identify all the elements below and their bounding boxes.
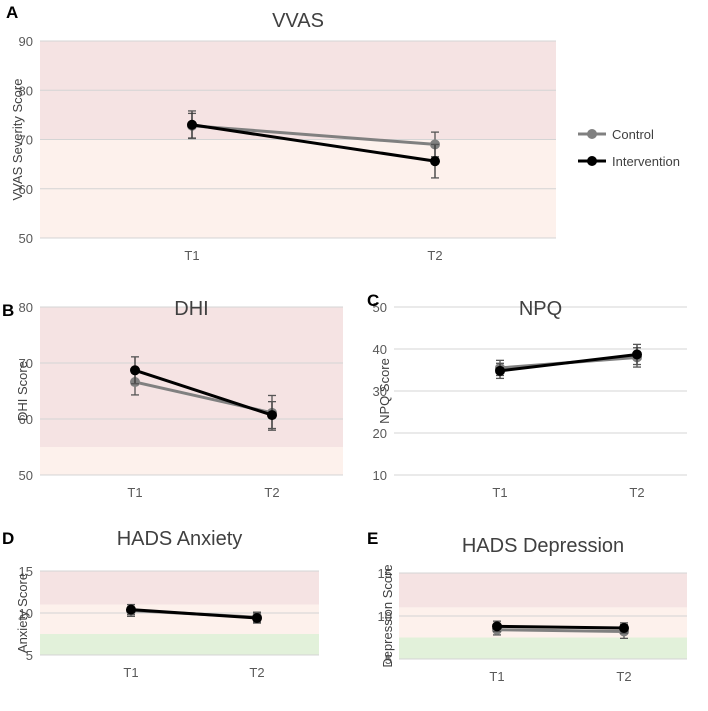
series-line-intervention — [496, 624, 625, 630]
panel-letter: E — [367, 529, 378, 548]
legend: Control Intervention — [578, 127, 680, 169]
legend-label-intervention: Intervention — [612, 154, 680, 169]
x-tick-label: T2 — [249, 665, 264, 680]
y-axis-label: VVAS Severity Score — [10, 79, 25, 201]
y-tick-label: 90 — [19, 34, 33, 49]
y-tick-label: 50 — [19, 231, 33, 246]
x-tick-label: T1 — [127, 485, 142, 500]
data-point-intervention — [130, 365, 140, 376]
chart-panel-d: 5 10 15 T1 T2 HADS Anxiety Anxiety Score D — [2, 528, 319, 680]
series-line-control — [496, 628, 625, 633]
data-point-intervention — [492, 621, 502, 632]
series-line-control — [191, 124, 436, 146]
chart-panel-c: 10 20 30 40 50 T1 T2 NPQ NPQ Score C — [367, 291, 687, 500]
y-tick-label: 10 — [19, 606, 33, 621]
legend-label-control: Control — [612, 127, 654, 142]
data-point-intervention — [632, 349, 642, 360]
y-tick-label: 15 — [19, 564, 33, 579]
panel-letter: B — [2, 301, 14, 320]
chart-title: NPQ — [519, 298, 562, 320]
data-point-intervention — [252, 613, 262, 624]
zone-band-mid — [399, 607, 687, 638]
zone-band-high — [399, 573, 687, 608]
chart-panel-e: 5 10 15 T1 T2 HADS Depression Depression Score… — [367, 529, 687, 684]
data-point-intervention — [187, 119, 197, 130]
y-tick-label: 70 — [19, 133, 33, 148]
y-axis-label: Anxiety Score — [15, 573, 30, 653]
y-tick-label: 50 — [373, 300, 387, 315]
panel-letter: D — [2, 529, 14, 548]
x-tick-label: T2 — [264, 485, 279, 500]
x-tick-label: T2 — [629, 485, 644, 500]
y-tick-label: 20 — [373, 426, 387, 441]
legend-marker-intervention — [587, 156, 597, 166]
y-tick-label: 70 — [19, 356, 33, 371]
zone-band-low — [399, 637, 687, 659]
x-tick-label: T2 — [616, 669, 631, 684]
y-tick-label: 10 — [373, 468, 387, 483]
chart-panel-b: 50 60 70 80 T1 T2 DHI DHI Score B — [2, 298, 343, 500]
panel-letter: C — [367, 291, 379, 310]
chart-title: VVAS — [272, 10, 324, 32]
series-line-intervention — [134, 368, 273, 417]
x-tick-label: T2 — [427, 248, 442, 263]
series-line-intervention — [499, 352, 638, 373]
y-tick-label: 60 — [19, 412, 33, 427]
legend-marker-control — [587, 129, 597, 139]
zone-band-mid — [40, 604, 319, 634]
y-tick-label: 5 — [385, 652, 392, 667]
y-tick-label: 30 — [373, 384, 387, 399]
y-tick-label: 60 — [19, 182, 33, 197]
y-tick-label: 50 — [19, 468, 33, 483]
x-tick-label: T1 — [123, 665, 138, 680]
y-tick-label: 80 — [19, 300, 33, 315]
data-point-intervention — [495, 365, 505, 376]
x-tick-label: T1 — [184, 248, 199, 263]
chart-title: HADS Depression — [462, 535, 624, 557]
zone-band-low — [40, 634, 319, 655]
y-tick-label: 40 — [373, 342, 387, 357]
x-tick-label: T1 — [489, 669, 504, 684]
chart-title: HADS Anxiety — [117, 528, 243, 550]
y-tick-label: 10 — [378, 609, 392, 624]
data-point-intervention — [267, 410, 277, 421]
data-point-intervention — [619, 623, 629, 634]
y-axis-label: NPQ Score — [377, 358, 392, 424]
y-tick-label: 80 — [19, 83, 33, 98]
y-tick-label: 15 — [378, 566, 392, 581]
zone-band-high — [40, 571, 319, 605]
y-axis-label: DHI Score — [15, 361, 30, 421]
zone-band-mid — [40, 447, 343, 475]
chart-panel-a: 50 60 70 80 90 T1 T2 VVAS VVAS Severity Score A — [6, 3, 556, 263]
chart-title: DHI — [174, 298, 208, 320]
zone-band-high — [40, 307, 343, 447]
y-tick-label: 5 — [26, 648, 33, 663]
data-point-intervention — [430, 156, 440, 167]
series-line-intervention — [130, 608, 258, 620]
x-tick-label: T1 — [492, 485, 507, 500]
panel-letter: A — [6, 3, 18, 22]
series-line-intervention — [191, 123, 436, 163]
data-point-intervention — [126, 604, 136, 615]
y-axis-label: Depression Score — [380, 564, 395, 667]
